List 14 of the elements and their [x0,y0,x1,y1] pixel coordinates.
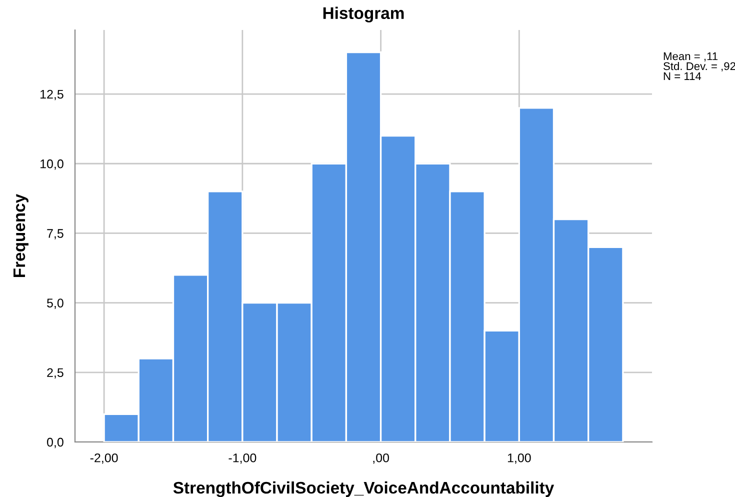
chart-title: Histogram [323,6,404,22]
x-axis-title: StrengthOfCivilSociety_VoiceAndAccountability [173,481,554,497]
y-axis-title: Frequency [14,194,28,278]
x-tick-label: -2,00 [90,453,118,464]
x-tick-label: 1,00 [508,453,531,464]
x-tick-label: -1,00 [228,453,256,464]
y-tick-label: 10,0 [40,159,64,170]
y-tick-label: 7,5 [47,229,64,240]
text: Mean = ,11 Std. Dev. = ,92 N = 114 [664,52,735,80]
y-tick-label: 5,0 [47,298,64,309]
y-tick-label: 0,0 [47,438,64,448]
y-tick-label: 2,5 [47,368,64,379]
y-tick-label: 12,5 [40,90,64,100]
x-tick-label: ,00 [373,453,389,464]
